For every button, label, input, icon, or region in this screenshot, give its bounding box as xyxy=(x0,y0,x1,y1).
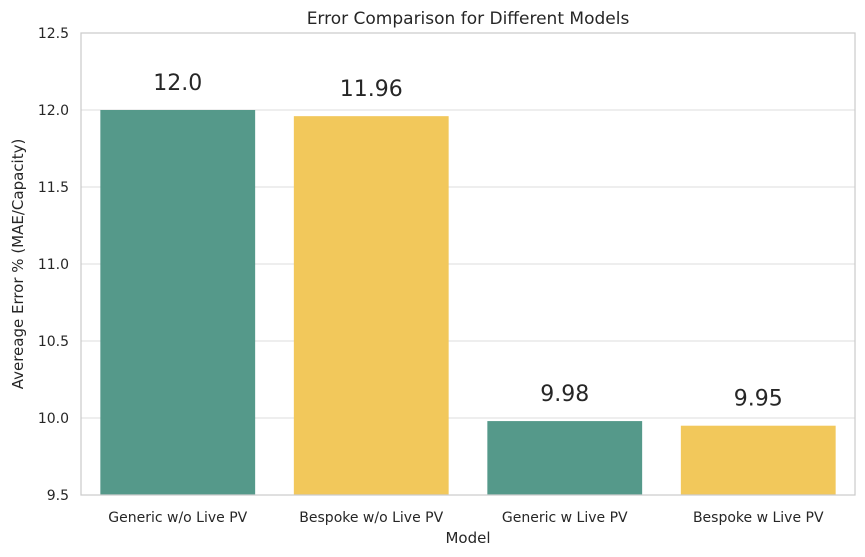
bar-value-label: 9.98 xyxy=(540,382,589,407)
data-labels: 12.0 11.96 9.98 9.95 xyxy=(153,71,782,412)
bar xyxy=(100,110,256,495)
plot-frame xyxy=(80,32,856,496)
x-tick-label: Bespoke w/o Live PV xyxy=(299,510,443,526)
y-tick-label: 12.5 xyxy=(38,26,69,42)
y-tick-label: 12.0 xyxy=(38,103,69,119)
bar xyxy=(680,425,836,495)
chart-title: Error Comparison for Different Models xyxy=(307,9,630,29)
y-tick-label: 9.5 xyxy=(47,488,69,504)
bar-value-label: 11.96 xyxy=(340,77,403,102)
x-tick-label: Bespoke w Live PV xyxy=(693,510,824,526)
bar-value-label: 12.0 xyxy=(153,71,202,96)
bars xyxy=(100,110,836,495)
y-tick-label: 11.5 xyxy=(38,180,69,196)
bar-value-label: 9.95 xyxy=(734,387,783,412)
y-axis-label: Avereage Error % (MAE/Capacity) xyxy=(9,139,27,390)
y-tick-label: 11.0 xyxy=(38,257,69,273)
y-tick-label: 10.0 xyxy=(38,411,69,427)
bar xyxy=(487,421,643,495)
y-axis-ticks: 9.5 10.0 10.5 11.0 11.5 12.0 12.5 xyxy=(38,26,69,504)
x-axis-ticks: Generic w/o Live PV Bespoke w/o Live PV Ge… xyxy=(108,510,824,526)
bar xyxy=(293,116,449,495)
x-tick-label: Generic w Live PV xyxy=(502,510,628,526)
x-axis-label: Model xyxy=(445,529,490,547)
y-tick-label: 10.5 xyxy=(38,334,69,350)
x-tick-label: Generic w/o Live PV xyxy=(108,510,247,526)
